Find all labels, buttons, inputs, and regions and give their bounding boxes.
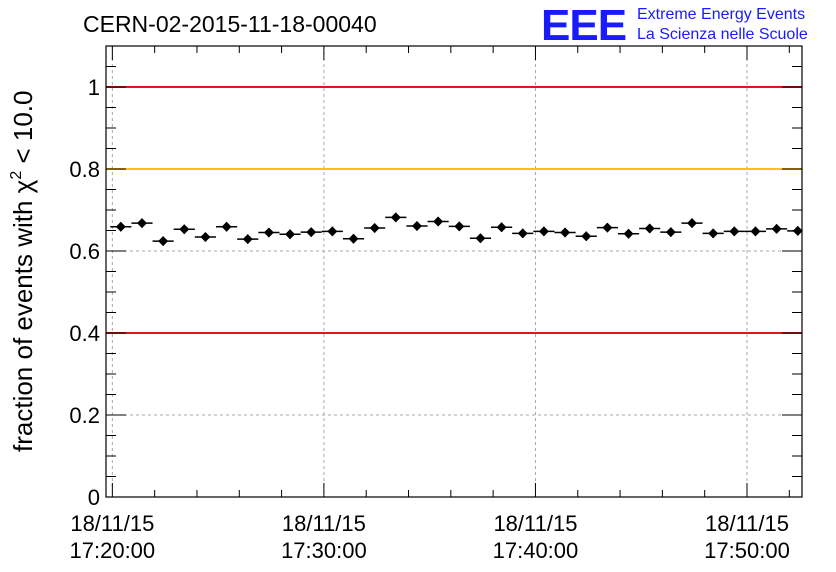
data-point <box>512 228 534 239</box>
point-marker <box>411 220 422 231</box>
point-marker <box>475 233 486 244</box>
x-tick-label-time: 17:20:00 <box>70 538 156 563</box>
point-marker <box>708 228 719 239</box>
data-point <box>554 227 576 238</box>
data-point <box>258 227 280 238</box>
x-tick-label-date: 18/11/15 <box>70 511 154 536</box>
y-tick-label: 1 <box>88 75 100 100</box>
point-marker <box>771 223 782 234</box>
data-point <box>342 233 365 244</box>
point-marker <box>560 227 571 238</box>
logo-line-2: La Scienza nelle Scuole <box>637 26 808 43</box>
point-marker <box>390 212 401 223</box>
axis-ticks <box>106 45 802 498</box>
point-marker <box>750 226 761 237</box>
point-marker <box>348 233 359 244</box>
x-tick-label-date: 18/11/15 <box>493 511 577 536</box>
x-tick-label-time: 17:50:00 <box>704 538 790 563</box>
point-marker <box>644 223 655 234</box>
logo-line-1: Extreme Energy Events <box>637 6 805 23</box>
data-point <box>173 224 195 235</box>
plot-frame <box>105 45 803 498</box>
data-series <box>110 212 803 247</box>
logo-letters: EEE <box>541 1 626 50</box>
y-tick-label: 0.8 <box>69 157 100 182</box>
data-point <box>491 222 513 233</box>
point-marker <box>517 228 528 239</box>
data-point <box>575 231 597 242</box>
x-tick-label-time: 17:40:00 <box>493 538 579 563</box>
data-point <box>766 223 788 234</box>
x-tick-label-time: 17:30:00 <box>281 538 367 563</box>
point-marker <box>729 226 740 237</box>
y-tick-label: 0.4 <box>69 321 100 346</box>
data-point <box>152 236 174 247</box>
data-point <box>364 223 386 234</box>
point-marker <box>581 231 592 242</box>
run-title: CERN-02-2015-11-18-00040 <box>83 11 377 37</box>
point-marker <box>263 227 274 238</box>
point-marker <box>623 228 634 239</box>
data-point <box>744 226 767 237</box>
data-point <box>427 216 449 227</box>
point-marker <box>327 226 338 237</box>
y-tick-label: 0.6 <box>69 239 100 264</box>
eee-logo: EEE Extreme Energy Events La Scienza nel… <box>541 1 808 50</box>
data-point <box>448 221 470 232</box>
point-marker <box>538 226 549 237</box>
axis-tick-labels: 00.20.40.60.8118/11/1517:20:0018/11/1517… <box>69 75 789 563</box>
point-marker <box>136 218 147 229</box>
point-marker <box>285 229 296 240</box>
point-marker <box>158 236 169 247</box>
x-tick-label-date: 18/11/15 <box>705 511 789 536</box>
data-point <box>660 227 682 238</box>
data-point <box>723 226 745 237</box>
data-point <box>681 218 703 229</box>
data-point <box>406 220 428 231</box>
data-point <box>110 221 132 232</box>
data-point <box>300 227 322 238</box>
y-tick-label: 0 <box>88 485 100 510</box>
point-marker <box>115 221 126 232</box>
y-axis-label: fraction of events with χ2 < 10.0 <box>8 91 38 452</box>
y-axis-label-threshold: < 10.0 <box>8 91 38 171</box>
point-marker <box>221 221 232 232</box>
data-point <box>639 223 661 234</box>
data-point <box>617 228 640 239</box>
y-axis-label-superscript: 2 <box>8 171 25 180</box>
y-axis-label-text: fraction of events with <box>8 193 38 452</box>
data-point <box>216 221 238 232</box>
x-tick-label-date: 18/11/15 <box>282 511 366 536</box>
data-point <box>279 229 301 240</box>
point-marker <box>179 224 190 235</box>
data-point <box>131 218 153 229</box>
data-point <box>194 232 217 243</box>
data-point <box>596 222 618 233</box>
point-marker <box>454 221 465 232</box>
reference-lines <box>106 86 802 334</box>
point-marker <box>602 222 613 233</box>
point-marker <box>433 216 444 227</box>
data-point <box>237 234 259 245</box>
point-marker <box>496 222 507 233</box>
point-marker <box>369 223 380 234</box>
y-axis-label-symbol: χ <box>8 179 38 193</box>
grid-lines <box>106 46 802 497</box>
y-tick-label: 0.2 <box>69 403 100 428</box>
data-point <box>321 226 343 237</box>
point-marker <box>200 232 211 243</box>
point-marker <box>306 227 317 238</box>
data-point <box>385 212 407 223</box>
data-point <box>702 228 724 239</box>
data-point <box>533 226 555 237</box>
point-marker <box>686 218 697 229</box>
point-marker <box>242 234 253 245</box>
data-point <box>469 233 492 244</box>
point-marker <box>665 227 676 238</box>
